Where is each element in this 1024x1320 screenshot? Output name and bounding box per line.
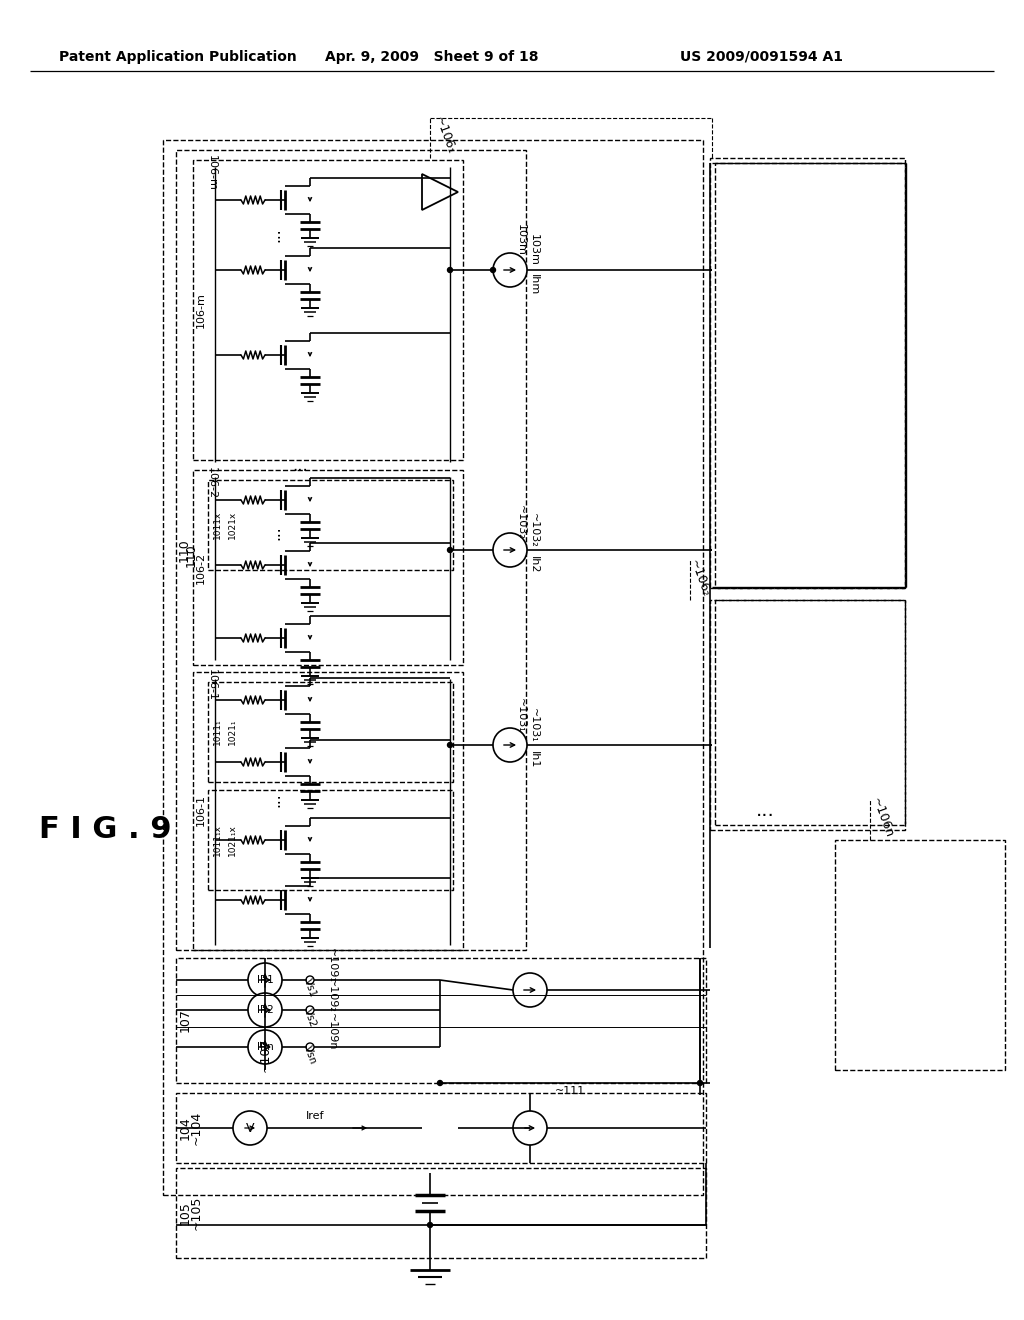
Text: ~106₂: ~106₂	[687, 557, 713, 599]
Text: ~109₂: ~109₂	[327, 978, 337, 1012]
Text: 106-m: 106-m	[196, 292, 206, 327]
Text: ~109n: ~109n	[327, 1014, 337, 1051]
Circle shape	[447, 268, 453, 272]
Text: US 2009/0091594 A1: US 2009/0091594 A1	[681, 50, 844, 63]
Text: 1011x: 1011x	[213, 511, 221, 539]
Circle shape	[493, 533, 527, 568]
Bar	[193, 160, 463, 459]
Text: ~105: ~105	[190, 1196, 203, 1230]
Text: ~103₁: ~103₁	[529, 708, 539, 742]
Circle shape	[233, 1111, 267, 1144]
Bar	[176, 150, 526, 950]
Circle shape	[306, 1043, 314, 1051]
Text: 107: 107	[178, 1008, 191, 1032]
Text: 106-2: 106-2	[196, 552, 206, 583]
Bar	[163, 140, 703, 1195]
Bar	[176, 1093, 706, 1163]
Text: ~103₂: ~103₂	[516, 504, 526, 540]
Text: 106-1: 106-1	[196, 795, 206, 826]
Text: Vs1: Vs1	[302, 977, 318, 999]
Text: ~111: ~111	[555, 1086, 585, 1096]
Text: 106-2: 106-2	[207, 467, 217, 499]
Circle shape	[490, 268, 496, 272]
Circle shape	[427, 1222, 432, 1228]
Circle shape	[697, 1081, 702, 1085]
Text: ...: ...	[267, 793, 283, 808]
Bar	[193, 672, 463, 950]
Text: 104: 104	[178, 1117, 191, 1140]
Bar	[176, 958, 706, 1082]
Text: Ih2: Ih2	[529, 556, 539, 574]
Circle shape	[447, 742, 453, 747]
Circle shape	[248, 964, 282, 997]
Circle shape	[437, 1081, 442, 1085]
Bar	[715, 162, 905, 587]
Circle shape	[447, 548, 453, 553]
Text: Ihm: Ihm	[529, 275, 539, 296]
Bar	[208, 789, 453, 890]
Circle shape	[493, 253, 527, 286]
Text: 1021₁: 1021₁	[227, 719, 237, 746]
Circle shape	[248, 1030, 282, 1064]
Text: Patent Application Publication: Patent Application Publication	[59, 50, 297, 63]
Bar	[193, 470, 463, 665]
Bar	[208, 682, 453, 781]
Text: IRn: IRn	[257, 1041, 273, 1052]
Text: ...: ...	[756, 800, 774, 820]
Circle shape	[493, 729, 527, 762]
Bar	[715, 601, 905, 825]
Text: 103m: 103m	[529, 234, 539, 265]
Text: IR1: IR1	[257, 975, 273, 985]
Text: ~104: ~104	[190, 1111, 203, 1146]
Circle shape	[513, 973, 547, 1007]
Bar	[176, 1168, 706, 1258]
Circle shape	[306, 975, 314, 983]
Circle shape	[248, 993, 282, 1027]
Text: IR2: IR2	[257, 1005, 273, 1015]
Text: 1011₁: 1011₁	[213, 718, 221, 746]
Text: 103m: 103m	[516, 224, 526, 256]
Text: 1021₁x: 1021₁x	[227, 824, 237, 855]
Text: Apr. 9, 2009   Sheet 9 of 18: Apr. 9, 2009 Sheet 9 of 18	[326, 50, 539, 63]
Circle shape	[513, 1111, 547, 1144]
Text: ~106₁: ~106₁	[432, 115, 458, 156]
Text: ~106n: ~106n	[868, 796, 895, 840]
Bar	[208, 480, 453, 570]
Text: ~109₁: ~109₁	[327, 948, 337, 982]
Text: F I G . 9: F I G . 9	[39, 816, 171, 845]
Text: ~103₂: ~103₂	[529, 512, 539, 548]
Text: 1011₁x: 1011₁x	[213, 824, 221, 855]
Bar	[835, 840, 1005, 1071]
Text: V: V	[246, 1122, 254, 1134]
Text: 1021x: 1021x	[227, 511, 237, 539]
Polygon shape	[422, 174, 458, 210]
Text: Vs2: Vs2	[302, 1007, 318, 1028]
Text: ...: ...	[292, 457, 308, 475]
Text: 105: 105	[178, 1201, 191, 1225]
Bar	[710, 158, 905, 587]
Text: ...: ...	[267, 525, 283, 540]
Text: ...: ...	[267, 227, 283, 243]
Text: 106-m: 106-m	[207, 154, 217, 191]
Text: 110: 110	[177, 539, 190, 562]
Bar	[710, 601, 905, 830]
Text: ~107: ~107	[258, 1038, 271, 1072]
Circle shape	[306, 1006, 314, 1014]
Text: Iref: Iref	[306, 1111, 325, 1121]
Text: Vsn: Vsn	[302, 1044, 318, 1065]
Text: 106-1: 106-1	[207, 669, 217, 701]
Text: ~103₁: ~103₁	[516, 698, 526, 733]
Text: 110: 110	[184, 543, 198, 566]
Text: Ih1: Ih1	[529, 751, 539, 768]
